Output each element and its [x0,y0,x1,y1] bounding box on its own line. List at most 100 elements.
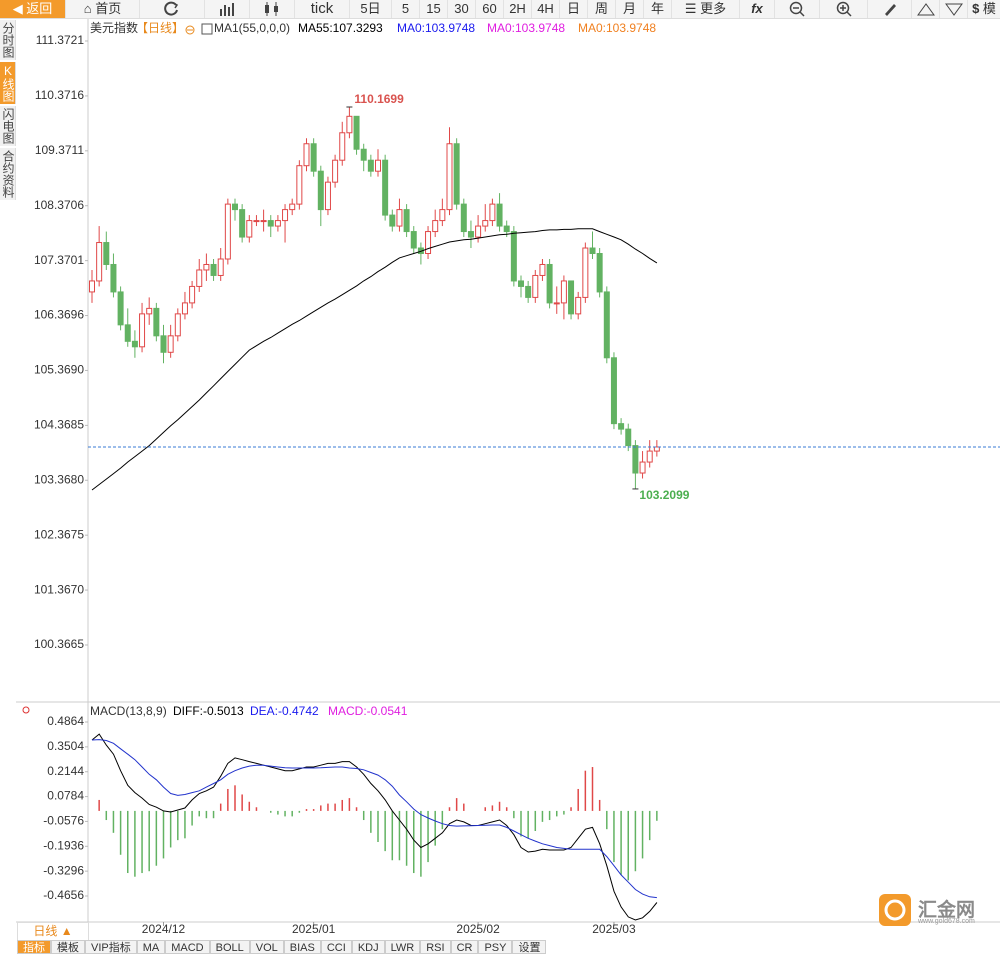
candle-body [639,461,646,474]
indicator-tabs: 指标 模板 VIP指标 MA MACD BOLL VOL BIAS CCI KDJ LWR RSI CR… [17,940,547,954]
candle-body [532,274,539,298]
draw-button[interactable] [868,0,912,18]
candle-body [324,181,331,211]
period-button[interactable]: 日 [560,0,588,18]
indicator-tab[interactable]: CR [450,940,479,954]
zoom-out-icon [789,1,805,17]
down-button[interactable] [940,0,968,18]
candle-body [453,143,460,205]
candle-body [582,247,589,298]
indicator-tab[interactable]: LWR [384,940,421,954]
candle-body [253,220,260,223]
candle-body [246,220,253,238]
zoom-in-button[interactable] [820,0,868,18]
back-button[interactable]: ◀ 返回 [0,0,66,18]
x-tick-label: 2025/01 [292,922,336,936]
macd-icon[interactable] [22,706,30,714]
model-button[interactable]: $ 模 [968,0,1000,18]
candle-body [303,143,310,167]
settings-icon[interactable] [185,25,195,35]
candle-body [367,159,374,172]
indicator-tab[interactable]: CCI [320,940,352,954]
candle-body [603,291,610,359]
candle-icon-button[interactable] [250,0,295,18]
side-tab[interactable]: 闪电图 [0,106,16,146]
candle-body [360,148,367,161]
period-selector[interactable]: 日线 ▲ [17,922,89,941]
candle-body [289,203,296,211]
watermark-brand: 汇金网 [918,900,976,921]
y-tick-label: 0.3504 [47,739,84,753]
period-button[interactable]: 15 [420,0,448,18]
legend-entry: MA0:103.9748 [397,21,475,35]
candle-body [467,231,474,238]
period-button[interactable]: 月 [616,0,644,18]
indicator-tab[interactable]: BOLL [209,940,250,954]
indicator-tab[interactable]: KDJ [351,940,385,954]
legend-entry: MA55:107.3293 [298,21,383,35]
ma-line [91,228,658,491]
legend-entry: DEA:-0.4742 [250,704,319,718]
candle-body [432,220,439,233]
indicator-tab[interactable]: MA [136,940,166,954]
triangle-icon [916,3,935,16]
period-button[interactable]: 周 [588,0,616,18]
candle-body [568,280,575,315]
y-tick-label: -0.3296 [43,863,84,877]
period-button[interactable]: 5日 [350,0,392,18]
zoom-out-button[interactable] [775,0,820,18]
x-tick-label: 2025/02 [456,922,500,936]
indicator-icon[interactable] [201,23,213,35]
candle-body [282,209,289,222]
more-button[interactable]: ☰ 更多 [672,0,740,18]
candle-body [139,313,146,348]
candle-body [618,423,625,430]
candle-body [653,446,660,452]
candle-body [539,263,546,276]
candle-body [389,214,396,227]
macd-line [91,739,657,899]
x-tick-label: 2024/12 [142,922,186,936]
candle-body [210,263,217,276]
indicator-tab[interactable]: RSI [420,940,451,954]
candle-body [260,220,267,223]
indicator-tab[interactable]: 模板 [51,940,85,954]
refresh-button[interactable] [140,0,205,18]
candle-body [375,159,381,172]
period-button[interactable]: 5 [392,0,420,18]
up-button[interactable] [912,0,940,18]
indicator-tab[interactable]: MACD [165,940,210,954]
candle-body [589,247,596,255]
y-tick-label: 100.3665 [34,637,84,651]
legend-entry: DIFF:-0.5013 [173,704,244,718]
home-button[interactable]: ⌂ 首页 [66,0,140,18]
y-tick-label: 107.3701 [34,253,84,267]
indicator-tab[interactable]: VIP指标 [85,940,137,954]
y-tick-label: 110.3716 [35,88,84,102]
fx-button[interactable]: fx [740,0,775,18]
indicator-tab[interactable]: BIAS [283,940,321,954]
bar-icon-button[interactable] [205,0,250,18]
indicator-tab[interactable]: VOL [249,940,284,954]
chart-title: 美元指数 [90,20,138,35]
candle-body [403,209,410,233]
indicator-tab[interactable]: PSY [478,940,513,954]
y-tick-label: -0.0576 [43,814,84,828]
side-tab[interactable]: K线图 [0,62,16,104]
period-button[interactable]: tick [295,0,350,18]
period-button[interactable]: 4H [532,0,560,18]
refresh-icon [164,1,179,16]
indicator-tab[interactable]: 指标 [17,940,51,954]
side-tab[interactable]: 分时图 [0,20,16,60]
period-button[interactable]: 2H [504,0,532,18]
indicator-tab[interactable]: 设置 [512,940,547,954]
candle-body [224,203,231,260]
period-button[interactable]: 30 [448,0,476,18]
pencil-icon [884,4,896,16]
candle-icon [265,2,278,16]
candle-body [274,220,281,227]
period-button[interactable]: 年 [644,0,672,18]
period-button[interactable]: 60 [476,0,504,18]
side-tab[interactable]: 合约资料 [0,148,16,200]
